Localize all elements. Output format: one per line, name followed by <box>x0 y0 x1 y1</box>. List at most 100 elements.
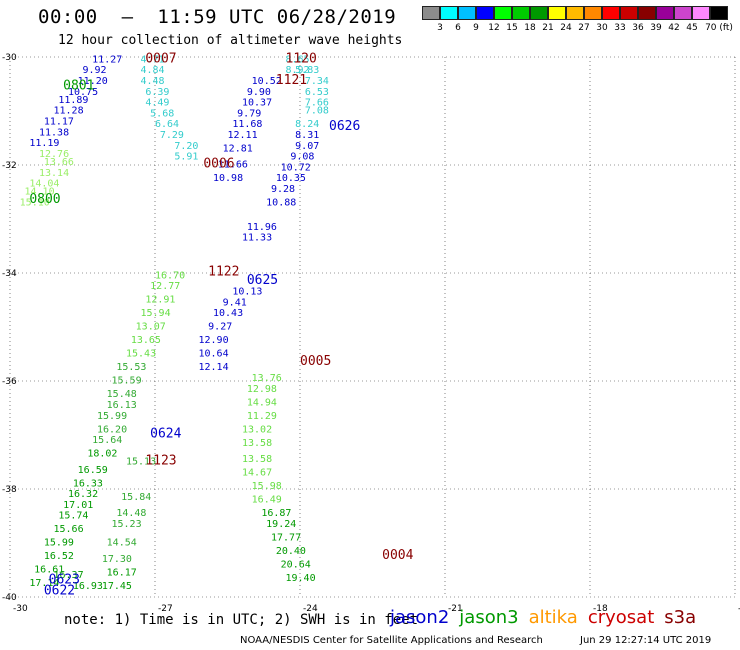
wave-height-value: 16.49 <box>252 495 282 506</box>
wave-height-value: 10.98 <box>213 173 243 184</box>
wave-height-value: 16.52 <box>44 551 74 562</box>
wave-height-value: 15.59 <box>112 376 142 387</box>
wave-height-value: 16.13 <box>107 400 137 411</box>
wave-height-value: 9.92 <box>83 65 107 76</box>
track-time-label: 0007 <box>145 51 176 66</box>
wave-height-value: 15.74 <box>58 511 88 522</box>
wave-height-value: 16.59 <box>78 465 108 476</box>
track-time-label: 1122 <box>208 265 239 280</box>
wave-height-value: 13.58 <box>242 438 272 449</box>
wave-height-value: 11.19 <box>29 138 59 149</box>
wave-height-value: 15.53 <box>116 362 146 373</box>
wave-height-value: 15.99 <box>97 411 127 422</box>
wave-height-value: 17.01 <box>63 500 93 511</box>
color-scale-swatch <box>494 6 512 20</box>
color-scale-label: 39 <box>650 23 662 33</box>
wave-height-value: 14.67 <box>242 468 272 479</box>
color-scale-swatch <box>674 6 692 20</box>
x-tick-label: -27 <box>158 604 173 614</box>
color-scale-swatch <box>638 6 656 20</box>
wave-height-value: 14.94 <box>247 397 277 408</box>
track-time-labels: 0007 1120 1121 0801 0626 0006 0800 1122 0625 0005… <box>29 51 413 598</box>
track-time-label: 0625 <box>247 273 278 288</box>
color-scale-swatch <box>440 6 458 20</box>
track-time-label: 0622 <box>44 583 75 598</box>
wave-height-value: 17.30 <box>102 554 132 565</box>
wave-height-value: 18.02 <box>87 449 117 460</box>
y-tick-label: -34 <box>2 269 17 279</box>
x-tick-label: -15 <box>738 604 740 614</box>
wave-height-value: 10.37 <box>242 98 272 109</box>
track-time-label: 0624 <box>150 427 181 442</box>
satellite-legend: jason2 jason3 altika cryosat s3a <box>390 607 706 628</box>
color-scale-swatch <box>710 6 728 20</box>
chart-subtitle: 12 hour collection of altimeter wave hei… <box>58 33 403 48</box>
axis-tick-labels: -30-32-34-36-38-40-30-27-24-21-18-15 <box>2 53 740 614</box>
wave-height-value: 15.84 <box>121 492 151 503</box>
color-scale-label: 36 <box>632 23 644 33</box>
chart-title: 00:00 – 11:59 UTC 06/28/2019 <box>38 6 397 28</box>
color-scale-label: 15 <box>506 23 518 33</box>
track-time-label: 0006 <box>203 157 234 172</box>
wave-height-value: 15.13 <box>126 457 156 468</box>
wave-height-value: 12.90 <box>199 335 229 346</box>
wave-height-value: 16.70 <box>155 270 185 281</box>
wave-height-value: 13.02 <box>242 424 272 435</box>
color-scale-label: 21 <box>542 23 554 33</box>
color-scale-label: 30 <box>596 23 608 33</box>
track-time-label: 0626 <box>329 119 360 134</box>
wave-height-value: 9.41 <box>223 297 247 308</box>
track-time-label: 1120 <box>286 51 317 66</box>
wave-height-value: 7.20 <box>174 141 198 152</box>
track-time-label: 0005 <box>300 354 331 369</box>
track-time-label: 0004 <box>382 548 413 563</box>
wave-height-value: 16.17 <box>107 567 137 578</box>
color-scale-label: 12 <box>488 23 500 33</box>
wave-height-value: 4.84 <box>141 65 165 76</box>
wave-height-value: 9.28 <box>271 184 295 195</box>
wave-height-value: 9.07 <box>295 141 319 152</box>
wave-height-value: 11.29 <box>247 411 277 422</box>
color-scale-label: 6 <box>455 23 461 33</box>
wave-height-value: 14.10 <box>25 187 55 198</box>
wave-height-value: 15.48 <box>107 389 137 400</box>
wave-height-value: 8.24 <box>295 119 319 130</box>
wave-height-value: 13.76 <box>252 373 282 384</box>
color-scale-swatch <box>584 6 602 20</box>
generated-timestamp: Jun 29 12:27:14 UTC 2019 <box>580 635 712 646</box>
wave-height-value: 17.77 <box>271 532 301 543</box>
color-scale-swatch <box>602 6 620 20</box>
wave-height-value: 7.08 <box>305 106 329 117</box>
wave-height-value: 16.87 <box>261 508 291 519</box>
wave-height-value: 10.75 <box>68 87 98 98</box>
wave-height-value: 12.11 <box>228 130 258 141</box>
source-credit: NOAA/NESDIS Center for Satellite Applica… <box>240 635 543 646</box>
wave-height-value: 5.68 <box>150 108 174 119</box>
wave-height-value: 16.20 <box>97 424 127 435</box>
track-time-label: 0801 <box>63 78 94 93</box>
wave-height-value: 13.65 <box>131 335 161 346</box>
wave-height-value: 15.23 <box>112 519 142 530</box>
wave-height-value: 11.27 <box>92 54 122 65</box>
color-scale-swatch <box>476 6 494 20</box>
wave-height-value: 15.64 <box>92 435 122 446</box>
wave-height-value: 11.28 <box>54 106 84 117</box>
wave-height-value: 9.08 <box>290 152 314 163</box>
wave-height-labels: 11.279.9211.2010.7511.8911.2811.1711.381… <box>20 54 329 592</box>
color-scale-label: 24 <box>560 23 572 33</box>
legend-jason2: jason2 <box>390 607 450 628</box>
wave-height-value: 12.77 <box>150 281 180 292</box>
wave-height-value: 8.92 <box>286 65 310 76</box>
wave-height-value: 9.90 <box>247 87 271 98</box>
x-tick-label: -30 <box>13 604 28 614</box>
wave-height-value: 6.64 <box>155 119 179 130</box>
color-scale-swatch <box>656 6 674 20</box>
color-scale-label: 42 <box>668 23 680 33</box>
wave-height-value: 11.68 <box>232 119 262 130</box>
wave-height-value: 10.88 <box>266 198 296 209</box>
wave-height-value: 11.89 <box>58 95 88 106</box>
wave-height-value: 14.48 <box>116 508 146 519</box>
color-scale-label: 70 (ft) <box>705 23 733 33</box>
y-tick-label: -30 <box>2 53 17 63</box>
